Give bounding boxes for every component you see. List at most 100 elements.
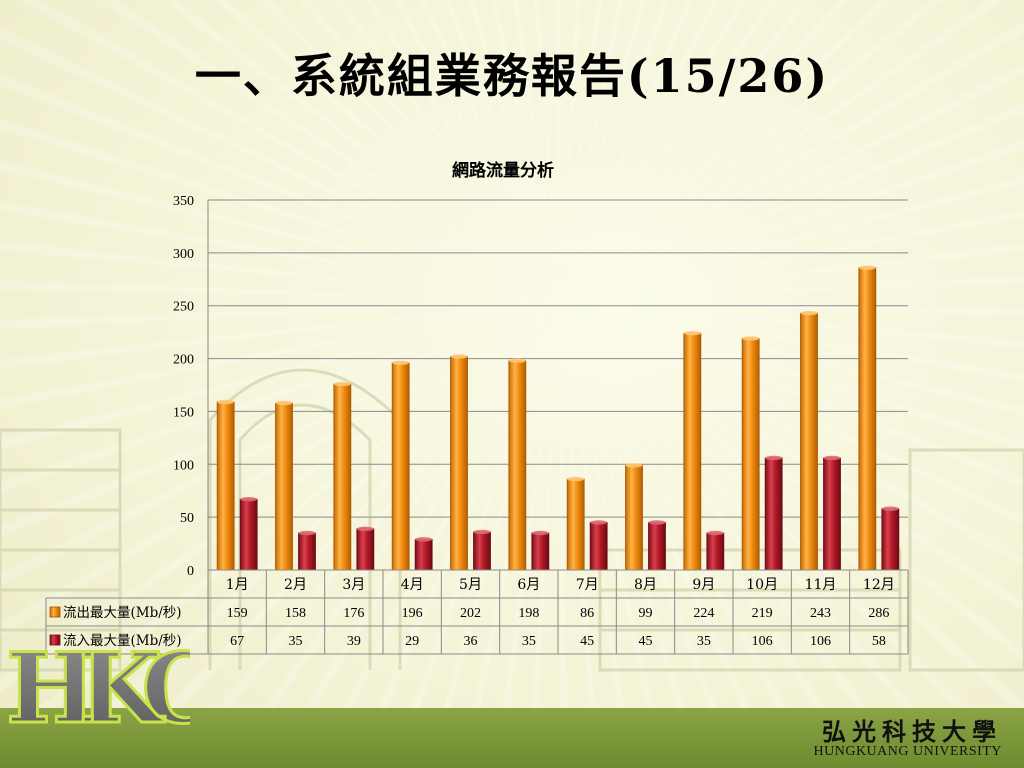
data-label: 29 [405,634,419,649]
bar-top-highlight [392,360,410,365]
data-label: 202 [460,606,481,621]
x-tick-label: 3月 [342,577,365,593]
bar-inflow [356,528,375,571]
network-traffic-chart: 網路流量分析 0 50 100 150 200 250 300 350 1月 2月 3月 4月 5月 6月 7… [45,160,909,655]
footer-band [0,708,1024,768]
data-label: 158 [285,606,306,621]
university-logo: HKC [5,631,191,747]
data-label: 99 [639,606,653,621]
university-name-en: HUNGKUANG UNIVERSITY [813,744,1002,759]
x-tick-label: 1月 [226,577,249,593]
bar-top-highlight [823,455,841,461]
legend-label: 流入最大量(Mb/秒) [63,633,182,649]
data-label: 224 [693,606,714,621]
bar-top-highlight [590,520,608,525]
bar-top-highlight [415,537,433,542]
bar-outflow [683,332,702,571]
bar-top-highlight [473,529,491,535]
data-label: 198 [518,606,539,621]
bar-top-highlight [881,506,899,511]
y-tick-label: 100 [173,458,194,473]
data-label: 106 [810,634,831,649]
bar-top-highlight [683,331,701,336]
bar-inflow [473,531,491,571]
x-tick-label: 6月 [517,577,540,593]
chart-title: 網路流量分析 [452,160,554,181]
x-tick-label: 8月 [634,577,657,593]
bar-inflow [881,508,900,571]
bar-inflow [298,532,316,571]
bar-inflow [531,532,550,571]
bar-top-highlight [742,336,760,341]
data-label: 86 [580,606,594,621]
legend-key [49,606,61,618]
bar-outflow [625,464,643,571]
bar-top-highlight [275,400,293,406]
x-tick-label: 5月 [459,577,482,593]
data-label: 286 [868,606,889,621]
bar-top-highlight [706,530,724,536]
bar-outflow [275,402,293,571]
bar-outflow [800,312,818,571]
x-tick-label: 7月 [576,577,599,593]
x-tick-label: 2月 [284,577,307,593]
y-tick-label: 0 [187,564,194,579]
bar-top-highlight [858,265,876,270]
university-name-zh: 弘光科技大學 [822,717,1002,746]
bar-outflow [391,362,410,571]
bar-inflow [706,532,725,571]
logo-text: HKC [6,632,190,745]
slide-title: 一、系統組業務報告(15/26) [194,49,830,103]
data-label: 35 [522,634,536,649]
data-label: 58 [872,634,886,649]
data-label: 45 [580,634,594,649]
x-tick-label: 11月 [805,577,837,593]
bar-top-highlight [625,463,643,468]
bar-top-highlight [240,496,258,502]
bar-inflow [648,522,666,571]
legend-label: 流出最大量(Mb/秒) [63,605,182,621]
data-label: 67 [230,634,244,649]
data-label: 243 [810,606,831,621]
bar-top-highlight [648,520,666,525]
data-label: 176 [343,606,364,621]
bar-top-highlight [356,526,374,531]
bar-inflow [414,538,433,571]
bar-top-highlight [531,530,549,536]
bar-top-highlight [450,354,468,359]
data-label: 159 [227,606,248,621]
bar-top-highlight [765,455,783,461]
bar-top-highlight [217,399,235,405]
bar-top-highlight [298,530,316,536]
x-tick-label: 4月 [401,577,424,593]
bar-top-highlight [800,310,818,316]
y-tick-label: 150 [173,405,194,420]
data-label: 36 [464,634,478,649]
bar-inflow [764,457,783,571]
data-label: 45 [639,634,653,649]
bar-outflow [566,478,585,571]
x-tick-label: 10月 [746,577,778,593]
bar-inflow [823,457,841,571]
bar-outflow [216,401,235,571]
y-tick-label: 200 [173,353,194,368]
data-label: 35 [289,634,303,649]
bar-outflow [333,383,352,571]
y-tick-label: 300 [173,247,194,262]
data-label: 219 [752,606,773,621]
bar-inflow [589,522,608,571]
x-tick-label: 9月 [692,577,715,593]
data-label: 106 [752,634,773,649]
data-label: 196 [402,606,423,621]
x-tick-label: 12月 [863,577,895,593]
data-label: 35 [697,634,711,649]
bar-outflow [741,338,760,571]
campus-building-watermark [0,368,1024,672]
bar-outflow [858,267,877,571]
data-label: 39 [347,634,361,649]
bar-top-highlight [508,358,526,363]
y-tick-label: 350 [173,194,194,209]
legend-key [49,634,61,646]
bar-outflow [450,356,468,571]
bar-top-highlight [567,476,585,482]
